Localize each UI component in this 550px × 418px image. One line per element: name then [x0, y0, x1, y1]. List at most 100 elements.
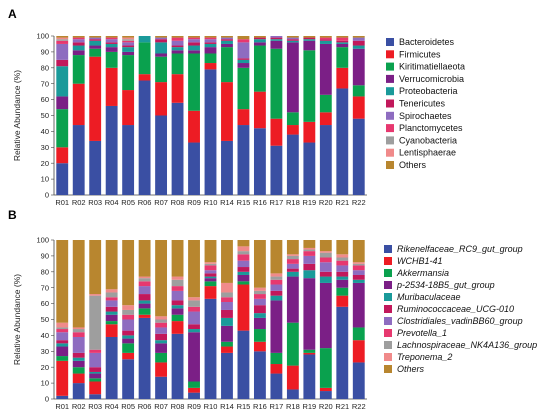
- bar-segment: [188, 297, 200, 301]
- bar-segment: [221, 292, 233, 298]
- bar-segment: [303, 247, 316, 250]
- bar-segment: [319, 36, 332, 38]
- bar-segment: [270, 48, 283, 119]
- x-tick-label: R09: [187, 198, 201, 207]
- legend-swatch: [384, 353, 392, 361]
- legend-swatch: [384, 257, 392, 265]
- legend-swatch: [386, 111, 394, 120]
- bar-segment: [336, 240, 349, 255]
- legend-swatch: [384, 365, 392, 373]
- bar-segment: [319, 37, 332, 40]
- bar-segment: [237, 63, 250, 68]
- bar-segment: [319, 257, 332, 263]
- bar-segment: [89, 394, 102, 399]
- legend-label: Bacteroidetes: [399, 37, 455, 47]
- bar-segment: [171, 308, 184, 315]
- bar-segment: [89, 352, 102, 368]
- bar-segment: [286, 40, 299, 43]
- bar-segment: [122, 240, 135, 306]
- legend-swatch: [386, 74, 394, 83]
- bar-segment: [286, 254, 299, 256]
- bar-segment: [270, 145, 283, 195]
- legend-label: Tenericutes: [399, 99, 446, 109]
- bar-segment: [352, 85, 365, 97]
- legend-label: Cyanobacteria: [399, 135, 457, 145]
- bar-segment: [237, 271, 250, 275]
- bar-segment: [221, 352, 233, 399]
- legend-swatch: [386, 87, 394, 96]
- bar-segment: [105, 306, 118, 312]
- bar-segment: [138, 278, 151, 282]
- bar-segment: [89, 295, 102, 350]
- bar-segment: [105, 47, 118, 52]
- bar-segment: [155, 82, 168, 116]
- bar-segment: [188, 324, 200, 330]
- bar-segment: [56, 327, 69, 330]
- legend-swatch: [386, 161, 394, 169]
- bar-segment: [56, 332, 69, 341]
- bar-segment: [155, 352, 168, 363]
- bar-segment: [171, 37, 184, 41]
- legend-swatch: [384, 329, 392, 337]
- legend-label: Akkermansia: [396, 268, 449, 278]
- bar-segment: [286, 125, 299, 135]
- x-tick-label: R17: [270, 198, 284, 207]
- bar-segment: [56, 343, 69, 347]
- bar-segment: [303, 50, 316, 122]
- bar-segment: [171, 50, 184, 54]
- bar-segment: [352, 282, 365, 328]
- bar-segment: [303, 121, 316, 143]
- bar-segment: [286, 259, 299, 264]
- legend-swatch: [384, 305, 392, 313]
- bar-segment: [319, 39, 332, 41]
- bar-segment: [188, 53, 200, 111]
- bar-segment: [237, 267, 250, 272]
- bar-segment: [319, 43, 332, 95]
- bar-segment: [270, 40, 283, 49]
- bar-segment: [303, 354, 316, 399]
- bar-segment: [155, 56, 168, 83]
- legend-label: Proteobacteria: [399, 86, 458, 96]
- bar-segment: [204, 262, 217, 264]
- bar-segment: [122, 309, 135, 315]
- bar-segment: [72, 327, 85, 330]
- bar-segment: [352, 270, 365, 275]
- bar-segment: [336, 257, 349, 261]
- y-tick-label: 20: [41, 363, 49, 372]
- bar-segment: [122, 314, 135, 320]
- bar-segment: [122, 352, 135, 360]
- bar-segment: [237, 240, 250, 247]
- bar-segment: [188, 311, 200, 325]
- bar-segment: [286, 365, 299, 390]
- x-tick-label: R09: [187, 402, 201, 411]
- bar-segment: [105, 36, 118, 38]
- bar-segment: [352, 265, 365, 271]
- bar-segment: [303, 270, 316, 279]
- bar-segment: [221, 309, 233, 318]
- bar-segment: [105, 336, 118, 399]
- bar-segment: [89, 48, 102, 57]
- bar-segment: [221, 47, 233, 83]
- bar-segment: [56, 356, 69, 361]
- bar-segment: [171, 240, 184, 277]
- bar-segment: [270, 273, 283, 277]
- y-tick-label: 80: [41, 63, 49, 72]
- bar-segment: [270, 118, 283, 146]
- bar-segment: [221, 302, 233, 310]
- bar-segment: [122, 40, 135, 43]
- y-tick-label: 50: [41, 315, 49, 324]
- bar-segment: [336, 88, 349, 195]
- x-tick-label: R05: [121, 402, 135, 411]
- bar-segment: [336, 276, 349, 280]
- bar-segment: [352, 279, 365, 283]
- bar-segment: [171, 300, 184, 306]
- bar-segment: [105, 297, 118, 301]
- legend-swatch: [386, 148, 394, 157]
- bar-segment: [72, 45, 85, 51]
- bar-segment: [270, 373, 283, 399]
- bar-segment: [122, 125, 135, 195]
- bar-segment: [352, 40, 365, 46]
- bar-segment: [171, 314, 184, 322]
- bar-segment: [237, 284, 250, 331]
- bar-segment: [270, 36, 283, 38]
